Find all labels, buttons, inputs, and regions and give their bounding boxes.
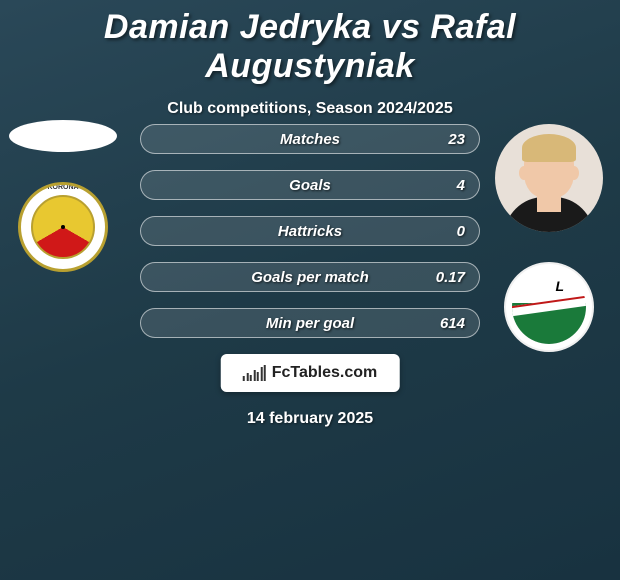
player-photo-right (495, 124, 603, 232)
date-label: 14 february 2025 (0, 410, 620, 428)
stat-row-hattricks: Hattricks 0 (140, 216, 480, 246)
stat-label: Goals per match (141, 269, 479, 286)
stat-label: Min per goal (141, 315, 479, 332)
stat-label: Matches (141, 131, 479, 148)
page-title: Damian Jedryka vs Rafal Augustyniak (0, 0, 620, 86)
club-logo-right: L (504, 262, 594, 352)
stat-label: Goals (141, 177, 479, 194)
branding-text: FcTables.com (272, 364, 378, 382)
stat-row-goals: Goals 4 (140, 170, 480, 200)
stat-value-right: 614 (440, 315, 465, 332)
subtitle: Club competitions, Season 2024/2025 (0, 100, 620, 118)
stat-row-matches: Matches 23 (140, 124, 480, 154)
stats-container: Matches 23 Goals 4 Hattricks 0 Goals per… (140, 124, 480, 354)
branding-badge: FcTables.com (221, 354, 400, 392)
stat-row-mpg: Min per goal 614 (140, 308, 480, 338)
right-player-column: L (494, 124, 604, 352)
stat-value-right: 4 (457, 177, 465, 194)
stat-label: Hattricks (141, 223, 479, 240)
stat-value-right: 0.17 (436, 269, 465, 286)
stat-value-right: 23 (448, 131, 465, 148)
stat-row-gpm: Goals per match 0.17 (140, 262, 480, 292)
stat-value-right: 0 (457, 223, 465, 240)
left-player-column: KORONA (8, 120, 118, 272)
player-photo-left (9, 120, 117, 152)
club-logo-left: KORONA (18, 182, 108, 272)
chart-icon (243, 365, 266, 381)
